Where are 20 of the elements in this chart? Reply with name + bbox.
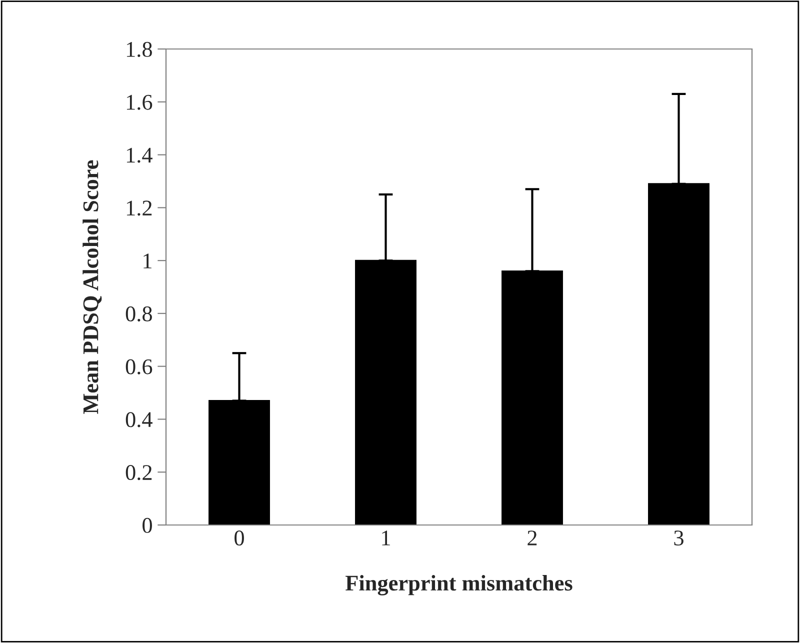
y-tick-label: 1.8: [126, 42, 152, 58]
x-axis-title: Fingerprint mismatches: [346, 575, 572, 596]
bar: [208, 400, 270, 525]
y-tick-label: 1: [144, 254, 152, 268]
y-tick-label: 0.2: [126, 465, 152, 480]
x-tick-label: 0: [234, 530, 244, 546]
y-tick-label: 0.4: [126, 412, 152, 428]
y-tick-label: 0.8: [126, 306, 152, 322]
bar: [648, 183, 710, 525]
bar: [355, 260, 416, 525]
x-tick-label: 3: [674, 530, 684, 546]
bar: [502, 270, 563, 525]
y-tick-label: 0.6: [126, 359, 152, 374]
x-tick-label: 2: [528, 530, 537, 546]
x-tick-label: 1: [382, 530, 390, 546]
y-axis-title: Mean PDSQ Alcohol Score: [82, 160, 102, 414]
y-tick-label: 1.6: [126, 94, 152, 110]
y-tick-label: 1.4: [126, 148, 152, 163]
y-tick-label: 0: [142, 518, 152, 533]
y-tick-label: 1.2: [126, 200, 152, 216]
